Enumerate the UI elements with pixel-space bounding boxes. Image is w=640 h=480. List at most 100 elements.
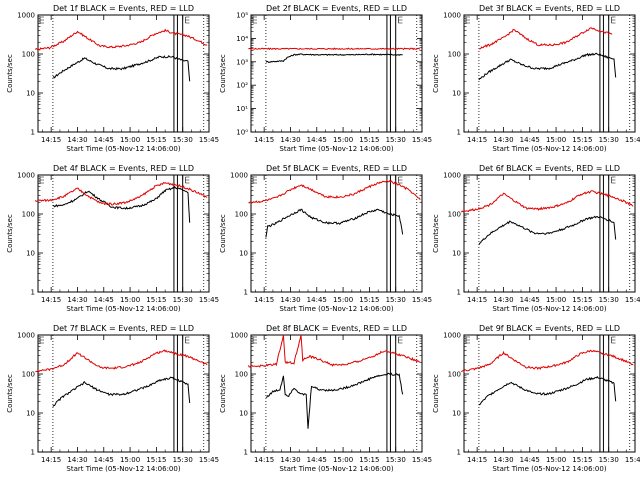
- x-tick-label: 15:45: [625, 296, 640, 304]
- y-axis-label: Counts/sec: [432, 374, 440, 413]
- y-tick-label: 1000: [17, 172, 35, 180]
- plot-frame: [463, 14, 636, 133]
- series-line-lld: [248, 179, 421, 204]
- corner-flag-mark: [39, 16, 44, 24]
- panel-title: Det 5f BLACK = Events, RED = LLD: [266, 164, 407, 173]
- x-axis-label: Start Time (05-Nov-12 14:06:00): [279, 305, 393, 313]
- y-tick-label: 1000: [443, 332, 461, 340]
- panel-det-2f: Det 2f BLACK = Events, RED = LLD 10⁰ 10¹ 10…: [219, 4, 432, 153]
- x-tick-label: 15:45: [199, 136, 219, 144]
- plot-frame: [37, 334, 210, 453]
- x-tick-label: 14:15: [467, 456, 487, 464]
- x-tick-label: 15:00: [546, 456, 566, 464]
- panel-title: Det 6f BLACK = Events, RED = LLD: [479, 164, 620, 173]
- panel-det-3f: Det 3f BLACK = Events, RED = LLD 1 10 100 10…: [432, 4, 640, 153]
- y-tick-label: 1: [244, 289, 248, 297]
- series-line-events: [265, 53, 403, 63]
- y-tick-label: 10⁰: [236, 129, 248, 137]
- x-axis-label: Start Time (05-Nov-12 14:06:00): [66, 305, 180, 313]
- plot-frame: [37, 174, 210, 293]
- series-line-events: [52, 376, 191, 407]
- flare-flag-mark: [611, 176, 616, 184]
- y-axis-label: Counts/sec: [219, 214, 227, 253]
- x-tick-label: 15:15: [359, 136, 379, 144]
- x-tick-label: 15:15: [146, 456, 166, 464]
- x-tick-label: 15:15: [359, 456, 379, 464]
- y-tick-label: 10: [452, 90, 461, 98]
- y-tick-label: 10: [239, 250, 248, 258]
- series-line-lld: [247, 334, 421, 368]
- y-tick-label: 1000: [443, 12, 461, 20]
- y-tick-label: 100: [448, 211, 461, 219]
- x-tick-label: 15:00: [120, 456, 140, 464]
- series-line-events: [265, 208, 404, 238]
- flare-flag-mark: [398, 336, 403, 344]
- x-axis-label: Start Time (05-Nov-12 14:06:00): [279, 145, 393, 153]
- x-tick-label: 14:30: [67, 456, 87, 464]
- x-tick-label: 15:30: [173, 136, 193, 144]
- panel-det-1f: Det 1f BLACK = Events, RED = LLD 1 10 100 10…: [6, 4, 219, 153]
- x-tick-label: 14:30: [280, 136, 300, 144]
- x-axis-label: Start Time (05-Nov-12 14:06:00): [66, 465, 180, 473]
- x-tick-label: 14:30: [67, 296, 87, 304]
- y-axis-label: Counts/sec: [219, 54, 227, 93]
- x-tick-label: 15:30: [599, 456, 619, 464]
- x-tick-label: 15:00: [120, 296, 140, 304]
- panel-title: Det 7f BLACK = Events, RED = LLD: [53, 324, 194, 333]
- corner-flag-mark: [39, 176, 44, 184]
- panel-det-6f: Det 6f BLACK = Events, RED = LLD 1 10 100 10…: [432, 164, 640, 313]
- series-line-events: [52, 54, 191, 82]
- y-axis-label: Counts/sec: [6, 54, 14, 93]
- x-axis-label: Start Time (05-Nov-12 14:06:00): [492, 305, 606, 313]
- x-tick-label: 15:30: [386, 456, 406, 464]
- x-tick-label: 15:15: [146, 296, 166, 304]
- x-tick-label: 15:30: [599, 296, 619, 304]
- panel-det-5f: Det 5f BLACK = Events, RED = LLD 1 10 100 10…: [219, 164, 432, 313]
- y-tick-label: 1: [31, 129, 35, 137]
- y-tick-label: 10¹: [236, 105, 248, 113]
- x-tick-label: 15:45: [412, 296, 432, 304]
- y-tick-label: 10: [452, 410, 461, 418]
- x-tick-label: 15:15: [359, 296, 379, 304]
- y-tick-label: 10: [26, 410, 35, 418]
- x-tick-label: 14:30: [280, 296, 300, 304]
- x-tick-label: 14:45: [94, 296, 114, 304]
- x-tick-label: 15:45: [412, 456, 432, 464]
- corner-flag-mark: [465, 16, 470, 24]
- x-tick-label: 14:45: [520, 296, 540, 304]
- plot-frame: [250, 334, 423, 453]
- y-tick-label: 1000: [230, 172, 248, 180]
- x-tick-label: 15:15: [572, 296, 592, 304]
- x-tick-label: 14:45: [520, 456, 540, 464]
- x-tick-label: 14:45: [307, 296, 327, 304]
- y-tick-label: 10: [239, 410, 248, 418]
- y-tick-label: 10⁵: [236, 12, 248, 20]
- x-tick-label: 15:30: [173, 456, 193, 464]
- panel-det-4f: Det 4f BLACK = Events, RED = LLD 1 10 100 10…: [6, 164, 219, 313]
- x-tick-label: 14:15: [254, 296, 274, 304]
- series-line-events: [478, 215, 617, 246]
- x-axis-label: Start Time (05-Nov-12 14:06:00): [492, 465, 606, 473]
- y-axis-label: Counts/sec: [432, 214, 440, 253]
- y-tick-label: 100: [235, 371, 248, 379]
- corner-flag-mark: [252, 336, 257, 344]
- x-tick-label: 14:15: [41, 136, 61, 144]
- x-tick-label: 14:15: [41, 296, 61, 304]
- panel-title: Det 2f BLACK = Events, RED = LLD: [266, 4, 407, 13]
- series-line-lld: [248, 47, 421, 51]
- x-tick-label: 14:45: [307, 136, 327, 144]
- panel-title: Det 3f BLACK = Events, RED = LLD: [479, 4, 620, 13]
- plot-frame: [250, 174, 423, 293]
- corner-flag-mark: [465, 176, 470, 184]
- flare-flag-mark: [185, 16, 190, 24]
- y-axis-label: Counts/sec: [6, 214, 14, 253]
- x-tick-label: 15:45: [412, 136, 432, 144]
- y-tick-label: 1000: [17, 332, 35, 340]
- flare-flag-mark: [611, 336, 616, 344]
- x-tick-label: 14:45: [94, 456, 114, 464]
- flare-flag-mark: [611, 16, 616, 24]
- plot-frame: [463, 174, 636, 293]
- x-tick-label: 15:15: [146, 136, 166, 144]
- y-tick-label: 1: [244, 449, 248, 457]
- y-tick-label: 10⁴: [236, 35, 248, 43]
